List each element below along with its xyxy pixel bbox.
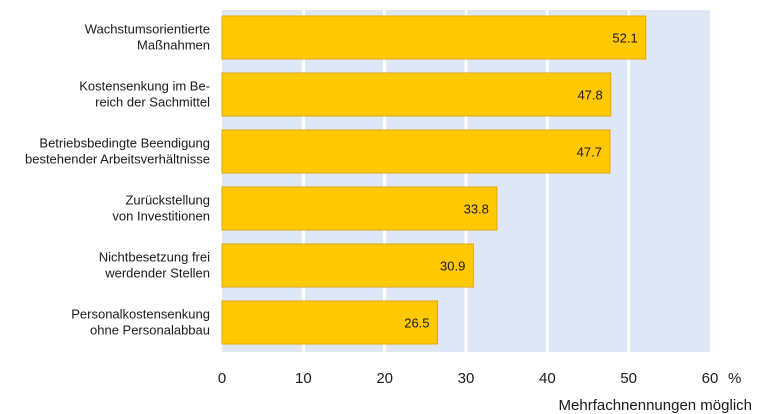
bar [221,129,611,174]
bar [221,72,612,117]
tick-label: 50 [620,370,637,387]
data-label: 33.8 [464,202,489,217]
data-label: 47.8 [577,88,602,103]
category-label: Zurückstellung [125,193,210,208]
grid-lines [301,10,631,352]
data-label: 26.5 [404,316,429,331]
category-label: von Investitionen [112,209,210,224]
category-label: Wachstumsorientierte [85,22,210,37]
category-label: Maßnahmen [137,38,210,53]
tick-label: 10 [295,370,312,387]
category-label: Betriebsbedingte Beendigung [39,136,210,151]
bar [221,186,498,231]
tick-label: 30 [458,370,475,387]
tick-label: 20 [376,370,393,387]
category-label: reich der Sachmittel [95,95,210,110]
axis-unit: % [728,370,741,387]
category-label: Personalkostensenkung [71,307,210,322]
tick-label: 40 [539,370,556,387]
bar [221,300,439,345]
category-label: bestehender Arbeitsverhältnisse [25,152,210,167]
tick-label: 0 [218,370,226,387]
bars [221,15,647,345]
footnote: Mehrfachnennungen möglich [559,397,752,414]
category-label: ohne Personalabbau [90,323,210,338]
category-label: werdender Stellen [104,266,210,281]
x-axis-ticks: 0 10 20 30 40 50 60 [218,370,719,387]
tick-label: 60 [702,370,719,387]
category-label: Kostensenkung im Be- [79,79,210,94]
data-label: 30.9 [440,259,465,274]
bar [221,243,474,288]
data-label: 47.7 [577,145,602,160]
category-label: Nichtbesetzung frei [99,250,210,265]
data-label: 52.1 [612,31,637,46]
bar [221,15,647,60]
value-labels: 52.1 47.8 47.7 33.8 30.9 26.5 [404,31,638,331]
